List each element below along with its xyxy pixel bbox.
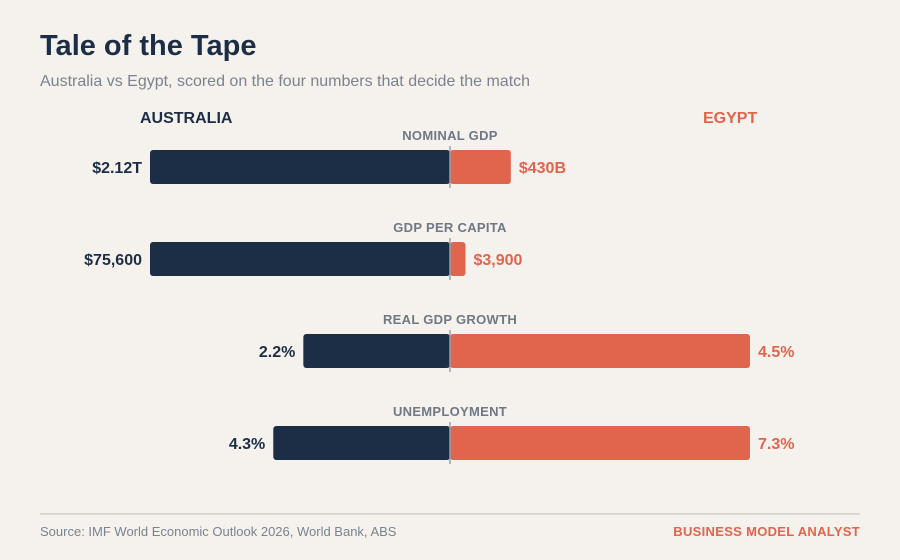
egypt-value-label: 4.5% (758, 344, 794, 361)
egypt-bar (450, 150, 511, 184)
egypt-value-label: $3,900 (473, 252, 522, 269)
australia-bar (150, 242, 450, 276)
australia-value-label: 4.3% (229, 436, 265, 453)
egypt-bar (450, 242, 466, 276)
australia-value-label: $2.12T (92, 160, 142, 177)
australia-value-label: $75,600 (84, 252, 142, 269)
brand-label: BUSINESS MODEL ANALYST (673, 524, 860, 539)
australia-value-label: 2.2% (259, 344, 295, 361)
source-note: Source: IMF World Economic Outlook 2026,… (40, 524, 397, 539)
chart-title: Tale of the Tape (40, 30, 257, 62)
metric-label: GDP PER CAPITA (393, 220, 507, 235)
tale-of-tape-chart: NOMINAL GDP $2.12T $430B GDP PER CAPITA $75,… (84, 128, 794, 464)
metric-label: UNEMPLOYMENT (393, 404, 507, 419)
egypt-bar (450, 334, 750, 368)
australia-bar (273, 426, 450, 460)
australia-bar (150, 150, 450, 184)
egypt-side-label: EGYPT (703, 110, 758, 127)
metric-label: NOMINAL GDP (402, 128, 498, 143)
chart-subtitle: Australia vs Egypt, scored on the four n… (40, 73, 531, 90)
egypt-bar (450, 426, 750, 460)
egypt-value-label: $430B (519, 160, 566, 177)
australia-side-label: AUSTRALIA (140, 110, 233, 127)
egypt-value-label: 7.3% (758, 436, 794, 453)
metric-label: REAL GDP GROWTH (383, 312, 517, 327)
footer-divider (40, 513, 860, 515)
australia-bar (303, 334, 450, 368)
